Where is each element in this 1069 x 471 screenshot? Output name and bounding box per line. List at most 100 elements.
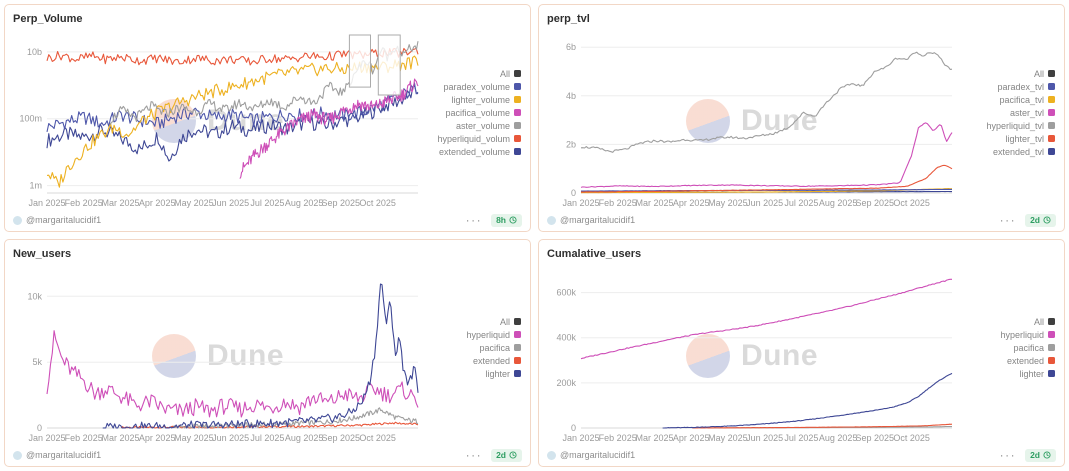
author-handle[interactable]: @margaritalucidif1 (26, 215, 102, 225)
svg-text:Sep 2025: Sep 2025 (322, 198, 361, 208)
svg-text:Jan 2025: Jan 2025 (562, 198, 599, 208)
svg-text:Jun 2025: Jun 2025 (746, 433, 783, 443)
legend-swatch (1048, 83, 1055, 90)
svg-text:Jan 2025: Jan 2025 (562, 433, 599, 443)
svg-text:Jul 2025: Jul 2025 (784, 433, 818, 443)
svg-text:400k: 400k (556, 333, 576, 343)
legend-swatch (514, 357, 521, 364)
legend-item-All[interactable]: All (500, 69, 521, 79)
svg-text:Jul 2025: Jul 2025 (250, 433, 284, 443)
plot-area[interactable]: Dune 0 5k 10k Jan 2025 Feb 2025 Mar 2025 Apr 2… (13, 262, 423, 447)
legend-item-lighter[interactable]: lighter (1019, 369, 1055, 379)
legend-item-pacifica[interactable]: pacifica (479, 343, 521, 353)
chart-footer: @margaritalucidif1 ··· 2d (547, 212, 1056, 228)
chart-area: Dune 0 5k 10k Jan 2025 Feb 2025 Mar 2025 Apr 2… (13, 262, 522, 447)
author-handle[interactable]: @margaritalucidif1 (560, 450, 636, 460)
legend-item-hyperliquid[interactable]: hyperliquid (1000, 330, 1055, 340)
svg-text:Jul 2025: Jul 2025 (784, 198, 818, 208)
freshness-badge[interactable]: 8h (491, 213, 522, 227)
svg-text:Oct 2025: Oct 2025 (359, 433, 396, 443)
legend-item-paradex_tvl[interactable]: paradex_tvl (997, 82, 1055, 92)
svg-text:10b: 10b (27, 47, 42, 57)
legend-item-extended_volume[interactable]: extended_volume (439, 147, 521, 157)
plot-area[interactable]: Dune 1m 100m 10b Jan 2025 Feb 2025 Mar 2025 Ap… (13, 27, 423, 212)
svg-text:200k: 200k (556, 378, 576, 388)
legend-item-lighter_tvl[interactable]: lighter_tvl (1005, 134, 1055, 144)
legend-item-hyperliquid_volum[interactable]: hyperliquid_volum (437, 134, 521, 144)
legend-item-hyperliquid_tvl[interactable]: hyperliquid_tvl (986, 121, 1055, 131)
legend-label: pacifica (479, 342, 510, 353)
legend-item-pacifica_tvl[interactable]: pacifica_tvl (999, 95, 1055, 105)
dune-watermark-text: Dune (207, 104, 284, 138)
author[interactable]: @margaritalucidif1 (547, 215, 635, 225)
author[interactable]: @margaritalucidif1 (13, 215, 101, 225)
more-menu-button[interactable]: ··· (465, 448, 483, 462)
legend-label: extended (1006, 355, 1044, 366)
legend-item-All[interactable]: All (500, 317, 521, 327)
author-handle[interactable]: @margaritalucidif1 (26, 450, 102, 460)
legend-item-aster_tvl[interactable]: aster_tvl (1010, 108, 1055, 118)
chart-footer: @margaritalucidif1 ··· 8h (13, 212, 522, 228)
legend-label: extended_tvl (992, 146, 1044, 157)
legend-item-pacifica_volume[interactable]: pacifica_volume (445, 108, 521, 118)
legend-item-lighter[interactable]: lighter (485, 369, 521, 379)
legend-item-lighter_volume[interactable]: lighter_volume (451, 95, 521, 105)
author[interactable]: @margaritalucidif1 (13, 450, 101, 460)
plot-area[interactable]: Dune 0 2b 4b 6b Jan 2025 Feb 2025 Mar 2025 Apr … (547, 27, 957, 212)
legend-label: extended_volume (438, 146, 510, 157)
dune-watermark: Dune (152, 334, 284, 379)
legend-label: lighter_volume (451, 94, 510, 105)
dune-logo-icon (152, 334, 196, 379)
legend-item-extended[interactable]: extended (473, 356, 521, 366)
freshness-badge[interactable]: 2d (1025, 448, 1056, 462)
legend-item-All[interactable]: All (1034, 317, 1055, 327)
svg-text:Jun 2025: Jun 2025 (746, 198, 783, 208)
legend-swatch (1048, 135, 1055, 142)
svg-text:Jun 2025: Jun 2025 (212, 198, 249, 208)
legend-swatch (514, 122, 521, 129)
chart-title: Cumalative_users (547, 248, 642, 260)
dune-watermark: Dune (686, 99, 818, 144)
legend-label: hyperliquid (466, 329, 510, 340)
legend-item-aster_volume[interactable]: aster_volume (456, 121, 521, 131)
more-menu-button[interactable]: ··· (999, 448, 1017, 462)
svg-text:Jun 2025: Jun 2025 (212, 433, 249, 443)
chart-panel-perp-volume: Perp_Volume Dune 1m 100m 10b Jan 2025 Feb 20… (4, 4, 531, 232)
legend-item-paradex_volume[interactable]: paradex_volume (443, 82, 521, 92)
svg-text:Oct 2025: Oct 2025 (359, 198, 396, 208)
svg-text:1m: 1m (29, 181, 42, 191)
legend-swatch (514, 370, 521, 377)
legend-label: All (499, 316, 510, 327)
more-menu-button[interactable]: ··· (999, 213, 1017, 227)
legend-swatch (514, 148, 521, 155)
legend-item-hyperliquid[interactable]: hyperliquid (466, 330, 521, 340)
legend-item-extended[interactable]: extended (1007, 356, 1055, 366)
legend: All hyperliquid pacifica extended lighter (423, 262, 522, 447)
author-handle[interactable]: @margaritalucidif1 (560, 215, 636, 225)
legend-item-extended_tvl[interactable]: extended_tvl (993, 147, 1055, 157)
legend-item-All[interactable]: All (1034, 69, 1055, 79)
svg-text:Sep 2025: Sep 2025 (856, 198, 895, 208)
author[interactable]: @margaritalucidif1 (547, 450, 635, 460)
legend-swatch (1048, 344, 1055, 351)
freshness-badge[interactable]: 2d (491, 448, 522, 462)
legend-item-pacifica[interactable]: pacifica (1013, 343, 1055, 353)
dune-logo-icon (686, 334, 730, 379)
clock-icon (1043, 451, 1051, 459)
footer-actions: ··· 2d (999, 213, 1056, 227)
legend-swatch (514, 83, 521, 90)
plot-area[interactable]: Dune 0 200k 400k 600k Jan 2025 Feb 2025 Mar 20… (547, 262, 957, 447)
legend-swatch (514, 96, 521, 103)
more-menu-button[interactable]: ··· (465, 213, 483, 227)
freshness-badge[interactable]: 2d (1025, 213, 1056, 227)
legend-swatch (1048, 331, 1055, 338)
svg-text:6b: 6b (566, 42, 576, 52)
legend-label: lighter (485, 368, 510, 379)
footer-actions: ··· 2d (999, 448, 1056, 462)
dune-logo-icon (686, 99, 730, 144)
chart-title: New_users (13, 248, 72, 260)
